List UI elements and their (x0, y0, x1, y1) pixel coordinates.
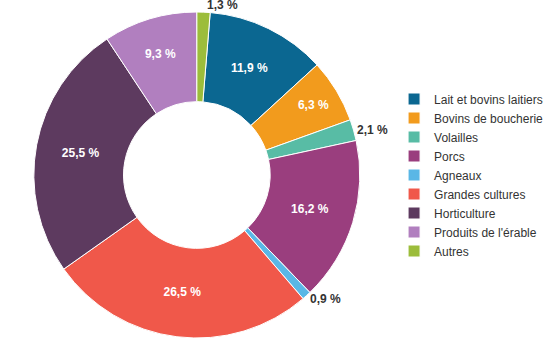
svg-text:Bovins de boucherie: Bovins de boucherie (434, 112, 543, 126)
svg-text:16,2 %: 16,2 % (291, 202, 329, 216)
svg-text:Grandes cultures: Grandes cultures (434, 188, 525, 202)
svg-text:Lait et bovins laitiers: Lait et bovins laitiers (434, 93, 543, 107)
svg-text:1,3 %: 1,3 % (207, 0, 238, 12)
svg-text:25,5 %: 25,5 % (62, 146, 100, 160)
svg-text:Volailles: Volailles (434, 131, 478, 145)
svg-text:2,1 %: 2,1 % (357, 123, 388, 137)
svg-text:0,9 %: 0,9 % (310, 292, 341, 306)
svg-text:11,9 %: 11,9 % (231, 61, 268, 75)
svg-text:Horticulture: Horticulture (434, 207, 496, 221)
svg-text:9,3 %: 9,3 % (145, 47, 176, 61)
svg-text:26,5 %: 26,5 % (164, 285, 202, 299)
svg-text:6,3 %: 6,3 % (298, 98, 329, 112)
svg-text:Porcs: Porcs (434, 150, 465, 164)
svg-text:Produits de l'érable: Produits de l'érable (434, 226, 537, 240)
svg-text:Agneaux: Agneaux (434, 169, 481, 183)
svg-text:Autres: Autres (434, 245, 469, 259)
